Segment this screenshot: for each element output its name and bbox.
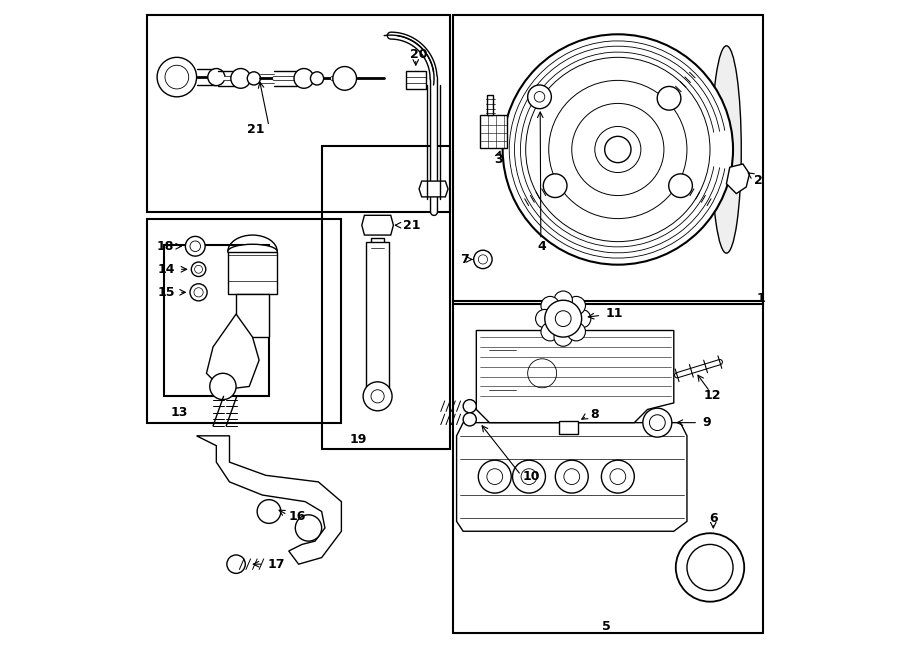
Circle shape	[643, 408, 671, 437]
Polygon shape	[456, 422, 687, 531]
Bar	[487, 95, 493, 114]
Text: 6: 6	[709, 512, 717, 525]
Text: 9: 9	[702, 416, 711, 429]
Text: 5: 5	[602, 620, 611, 633]
Circle shape	[478, 460, 511, 493]
Circle shape	[210, 373, 236, 400]
Text: 7: 7	[460, 253, 468, 266]
Text: 10: 10	[522, 470, 540, 483]
Text: 13: 13	[170, 407, 187, 419]
Ellipse shape	[228, 245, 277, 258]
Polygon shape	[206, 314, 259, 390]
Text: 21: 21	[248, 122, 265, 136]
Circle shape	[554, 328, 572, 346]
Circle shape	[257, 500, 281, 524]
Circle shape	[464, 412, 476, 426]
Text: 11: 11	[606, 307, 624, 320]
Circle shape	[248, 72, 260, 85]
Circle shape	[687, 545, 733, 590]
Text: 18: 18	[157, 240, 174, 253]
Circle shape	[227, 555, 246, 573]
Bar	[236, 294, 269, 337]
Text: 16: 16	[289, 510, 306, 523]
Circle shape	[310, 72, 324, 85]
Bar	[406, 71, 426, 89]
Circle shape	[572, 309, 591, 328]
Circle shape	[541, 296, 560, 315]
Circle shape	[541, 323, 560, 341]
Circle shape	[208, 69, 225, 86]
Circle shape	[544, 174, 567, 198]
Circle shape	[333, 67, 356, 91]
Circle shape	[536, 309, 554, 328]
Ellipse shape	[712, 46, 742, 253]
Bar	[371, 239, 384, 288]
Circle shape	[567, 296, 586, 315]
Circle shape	[657, 87, 681, 110]
Bar	[481, 114, 507, 147]
Circle shape	[527, 85, 552, 108]
Circle shape	[294, 69, 314, 89]
Text: 3: 3	[494, 153, 503, 166]
Bar	[559, 421, 579, 434]
Circle shape	[554, 291, 572, 309]
Text: 12: 12	[704, 389, 721, 401]
Polygon shape	[196, 436, 341, 564]
Circle shape	[567, 323, 586, 341]
Bar	[228, 252, 277, 294]
Circle shape	[295, 515, 321, 541]
Circle shape	[503, 34, 733, 264]
Polygon shape	[726, 164, 750, 194]
Circle shape	[512, 460, 545, 493]
Text: 20: 20	[410, 48, 428, 61]
Circle shape	[473, 251, 492, 268]
Text: 2: 2	[754, 174, 763, 187]
Polygon shape	[362, 215, 393, 235]
Circle shape	[230, 69, 250, 89]
Circle shape	[555, 460, 589, 493]
Circle shape	[363, 382, 392, 410]
Text: 17: 17	[267, 558, 285, 570]
Circle shape	[192, 262, 206, 276]
Circle shape	[158, 58, 196, 97]
Text: 1: 1	[756, 292, 765, 305]
Circle shape	[544, 300, 581, 337]
Circle shape	[190, 284, 207, 301]
Circle shape	[676, 533, 744, 602]
Bar	[365, 242, 390, 397]
Circle shape	[601, 460, 634, 493]
Text: 14: 14	[158, 263, 176, 276]
Text: 8: 8	[590, 408, 598, 421]
Text: 15: 15	[158, 286, 176, 299]
Circle shape	[185, 237, 205, 256]
Text: 19: 19	[349, 432, 366, 446]
Text: 21: 21	[402, 219, 420, 232]
Polygon shape	[476, 330, 674, 422]
Text: 4: 4	[538, 240, 546, 253]
Polygon shape	[419, 181, 448, 197]
Circle shape	[464, 400, 476, 412]
Circle shape	[605, 136, 631, 163]
Circle shape	[669, 174, 692, 198]
